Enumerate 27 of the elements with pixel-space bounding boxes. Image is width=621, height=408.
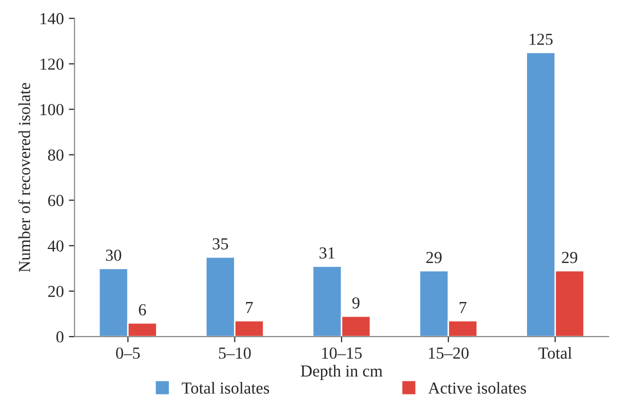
y-tick-label: 40 [48,240,64,252]
legend-label: Active isolates [428,382,526,394]
data-label: 30 [106,250,122,261]
x-tick-label: 0–5 [116,348,140,359]
x-axis-title: Depth in cm [300,364,382,380]
y-tick-label: 120 [40,58,64,70]
y-tick-label: 80 [48,149,64,161]
x-tick-label: 15–20 [428,348,469,359]
data-label: 125 [530,34,553,45]
data-label: 7 [460,302,466,313]
data-label: 29 [562,252,578,264]
x-tick-label: 10–15 [322,348,362,359]
y-tick-label: 60 [48,194,64,206]
data-label: 9 [352,297,360,309]
y-tick-label: 100 [40,104,64,116]
data-label: 31 [320,247,334,259]
legend-label: Total isolates [182,382,270,394]
y-axis-title: Number of recovered isolate [18,82,30,272]
data-label: 6 [138,304,146,316]
y-tick-label: 0 [56,331,64,343]
data-label: 35 [212,238,228,250]
data-label: 29 [426,252,442,264]
data-label: 7 [246,302,253,313]
x-tick-label: 5–10 [219,348,251,359]
y-tick-label: 20 [48,286,64,298]
x-tick-label: Total [538,347,572,359]
y-tick-label: 140 [40,13,64,24]
